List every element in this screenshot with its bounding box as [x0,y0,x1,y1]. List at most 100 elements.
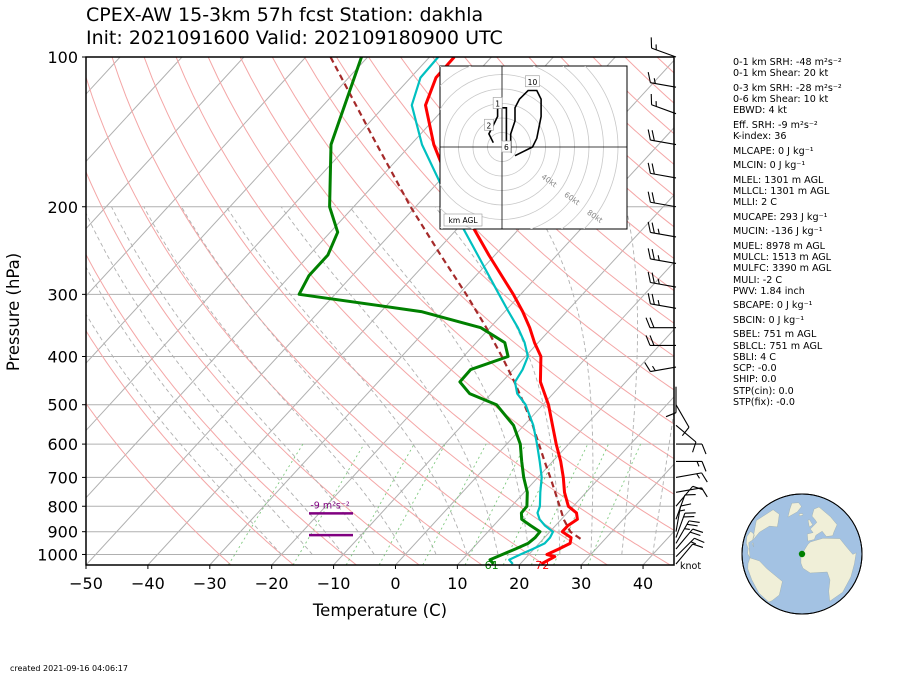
dry-adiabat [143,57,608,565]
globe-land [787,502,802,518]
wind-barb [644,362,677,373]
dry-adiabat [207,57,674,531]
wind-barb [675,487,708,498]
plot-frame [85,56,675,566]
moist-adiabat [86,266,313,555]
wind-barb [675,543,704,565]
dry-adiabat [86,329,295,565]
wind-barb [647,191,677,208]
wind-barb [675,485,704,507]
wind-barb [675,424,697,453]
globe-land [746,509,780,558]
dry-adiabat [86,75,483,565]
globe-land [747,557,783,603]
index-line: SHIP: 0.0 [733,374,777,386]
index-line: PWV: 1.84 inch [733,285,805,297]
wind-barb [645,317,676,329]
moist-adiabat [143,206,406,555]
index-line: MLLI: 2 C [733,197,777,209]
effective-srh-label: -9 m²s⁻² [310,500,350,511]
hodograph-frame [439,65,628,230]
wind-units-label: knot [680,561,701,572]
x-tick-label: −40 [131,574,165,593]
wetbulb-profile [410,57,555,565]
index-line: SCP: -0.0 [733,363,777,375]
index-line: MUCIN: -136 J kg⁻¹ [733,226,823,238]
wind-barb [647,271,677,288]
y-tick-label: 800 [47,497,78,516]
index-line: MLCAPE: 0 J kg⁻¹ [733,145,814,157]
index-line: K-index: 36 [733,131,787,143]
isotherm-line [86,57,369,364]
isotherm-line [86,57,245,230]
mixing-ratio-line [422,443,487,565]
mixing-ratio-line [502,443,562,565]
hodograph-height-box [484,118,494,131]
x-tick-label: 10 [447,574,467,593]
dry-adiabat [400,57,674,324]
hodograph-height-box [501,140,512,153]
isotherm-line [86,57,492,499]
hodograph-height-label: 10 [528,78,538,87]
wind-barb [675,494,696,520]
y-tick-label: 900 [47,523,78,542]
isotherm-line [86,57,430,432]
wind-barb [676,460,707,472]
dry-adiabat [271,57,674,460]
index-line: SBLCL: 751 m AGL [733,340,823,352]
dry-adiabat [239,57,674,495]
wind-barb [647,162,677,179]
dry-adiabat [111,57,545,565]
wind-barb [675,528,704,550]
wind-barb [647,129,677,146]
moist-adiabat [181,206,437,555]
moist-adiabat [225,206,468,555]
index-line: MULI: -2 C [733,274,783,286]
chart-title-line2: Init: 2021091600 Valid: 202109180900 UTC [86,27,503,49]
index-line: MLCIN: 0 J kg⁻¹ [733,160,806,172]
moist-adiabat [86,212,344,555]
index-line: MLLCL: 1301 m AGL [733,185,830,197]
globe-land [800,538,857,602]
moist-adiabat [621,206,638,555]
index-line: MULCL: 1513 m AGL [733,251,832,263]
hodograph-height-box [492,97,503,109]
x-tick-label: 40 [633,574,653,593]
hodograph-legend: km AGL [448,216,478,225]
index-line: SBLI: 4 C [733,351,776,363]
x-tick-label: 30 [571,574,591,593]
x-tick-label: 0 [390,574,400,593]
wind-barb [675,537,705,557]
dry-adiabat [303,57,674,425]
wind-barb [650,37,677,58]
mixing-ratio-line [228,443,304,565]
y-tick-label: 700 [47,468,78,487]
index-line: MUCAPE: 293 J kg⁻¹ [733,211,828,223]
dry-adiabat [86,253,357,565]
mixing-ratio-line [345,443,415,565]
moist-adiabat [652,408,674,555]
x-tick-label: 20 [509,574,529,593]
y-tick-label: 1000 [37,545,78,564]
y-axis-label: Pressure (hPa) [4,253,23,371]
dry-adiabat [368,57,674,357]
moist-adiabat [111,206,375,555]
wind-barb [645,335,676,346]
moist-adiabat [349,206,530,555]
index-line: STP(fix): -0.0 [733,397,795,409]
isotherm-line [580,463,674,565]
wind-barb [676,443,707,455]
dry-adiabat [175,57,671,565]
index-line: SBCAPE: 0 J kg⁻¹ [733,300,813,312]
x-tick-label: −10 [317,574,351,593]
moist-adiabat [86,313,282,555]
mixing-ratio-line [464,443,527,565]
index-line: SBEL: 751 m AGL [733,329,817,341]
dewpoint-profile [297,57,542,565]
axes: −50 −40 −30 −20 −10 0 10 20 30 40 1000 900 800 700 600… [4,48,653,620]
globe-land [798,513,804,517]
moist-adiabat [533,206,594,555]
mixing-ratio-line [530,443,589,565]
wind-barb [675,472,708,483]
wind-barbs [644,37,708,565]
